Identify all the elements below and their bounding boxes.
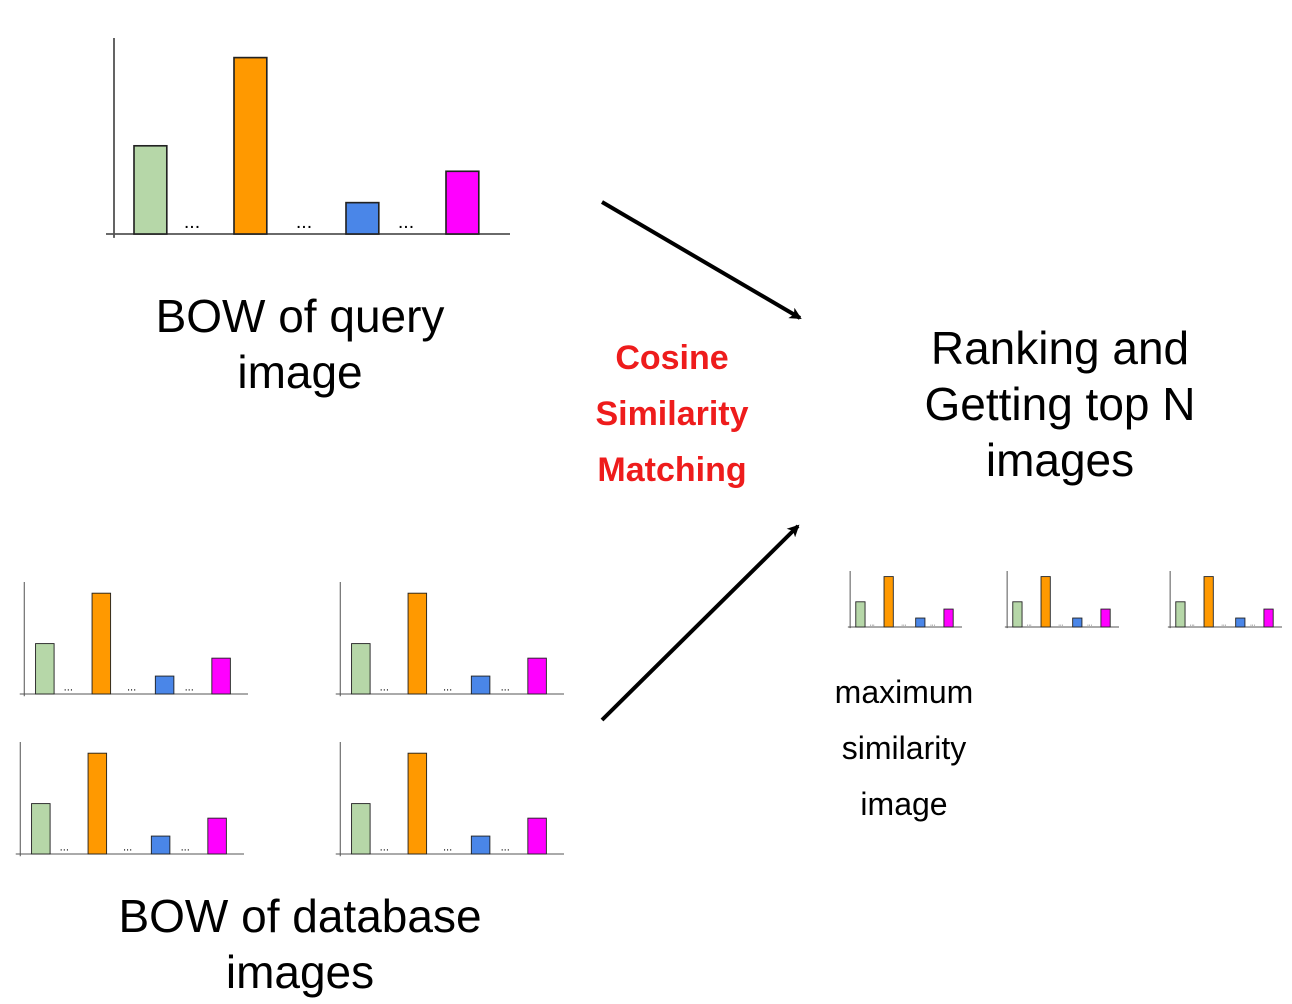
bar-orange (1040, 576, 1051, 628)
bar-magenta (527, 657, 547, 695)
database-bow-label-line-2: images (225, 946, 375, 998)
bar-magenta (943, 608, 954, 628)
ellipsis-2: ... (296, 211, 312, 233)
bar-magenta (1263, 608, 1274, 628)
arrow-query-to-ranking (600, 200, 802, 320)
database-histogram-4: ......... (335, 742, 564, 857)
bar-blue (150, 835, 171, 855)
ellipsis-3: ... (1087, 621, 1092, 627)
bar-orange (407, 752, 428, 855)
bar-orange (91, 592, 112, 695)
ellipsis-3: ... (185, 682, 194, 694)
bar-green (1012, 601, 1023, 628)
bar-green (35, 643, 55, 695)
ellipsis-1: ... (184, 211, 200, 233)
ellipsis-1: ... (64, 682, 73, 694)
ellipsis-2: ... (1058, 621, 1063, 627)
ellipsis-1: ... (1190, 621, 1195, 627)
database-bow-label-line-1: BOW of database (118, 890, 482, 942)
bar-green (31, 803, 51, 855)
bar-orange (883, 576, 894, 628)
cosine-label-line-2: Similarity (595, 395, 749, 433)
bar-green (1175, 601, 1186, 628)
ellipsis-3: ... (930, 621, 935, 627)
query-histogram: ......... (106, 38, 510, 238)
bar-magenta (207, 817, 227, 855)
ranking-label: Ranking and Getting top N images (880, 320, 1240, 488)
bar-orange (233, 56, 268, 235)
ellipsis-2: ... (901, 621, 906, 627)
ellipsis-1: ... (870, 621, 875, 627)
bar-orange (407, 592, 428, 695)
maxsim-label-line-3: image (860, 786, 948, 822)
ellipsis-3: ... (1250, 621, 1255, 627)
bar-blue (470, 675, 491, 695)
ellipsis-2: ... (443, 842, 452, 854)
database-histogram-2: ......... (335, 582, 564, 697)
bar-magenta (445, 170, 480, 235)
bar-green (351, 803, 371, 855)
bar-green (351, 643, 371, 695)
ellipsis-2: ... (127, 682, 136, 694)
bar-orange (1203, 576, 1214, 628)
bar-orange (87, 752, 108, 855)
bar-blue (1235, 617, 1246, 628)
query-bow-label-line-1: BOW of query (155, 290, 445, 342)
cosine-label-line-3: Matching (597, 451, 747, 489)
database-bow-label: BOW of database images (90, 888, 510, 1000)
ellipsis-2: ... (443, 682, 452, 694)
database-histogram-1: ......... (19, 582, 248, 697)
ellipsis-3: ... (398, 211, 414, 233)
bar-magenta (527, 817, 547, 855)
ranking-label-line-3: images (985, 434, 1135, 486)
bar-green (133, 144, 168, 235)
bar-blue (915, 617, 926, 628)
maxsim-label-line-1: maximum (834, 674, 974, 710)
ranking-label-line-2: Getting top N (924, 378, 1196, 430)
max-similarity-label: maximum similarity image (804, 664, 1004, 832)
ellipsis-1: ... (1027, 621, 1032, 627)
ellipsis-1: ... (60, 842, 69, 854)
ellipsis-1: ... (380, 682, 389, 694)
arrow-database-to-ranking (600, 524, 800, 722)
bar-blue (1072, 617, 1083, 628)
result-histogram-2: ......... (1004, 571, 1119, 629)
ellipsis-2: ... (1221, 621, 1226, 627)
bar-blue (154, 675, 175, 695)
ranking-label-line-1: Ranking and (930, 322, 1190, 374)
bar-green (855, 601, 866, 628)
result-histogram-3: ......... (1167, 571, 1282, 629)
result-histogram-1: ......... (847, 571, 962, 629)
bar-magenta (1100, 608, 1111, 628)
maxsim-label-line-2: similarity (841, 730, 967, 766)
query-bow-label: BOW of query image (110, 288, 490, 400)
ellipsis-3: ... (501, 842, 510, 854)
ellipsis-1: ... (380, 842, 389, 854)
bar-magenta (211, 657, 231, 695)
cosine-similarity-label: Cosine Similarity Matching (552, 330, 792, 498)
ellipsis-3: ... (181, 842, 190, 854)
ellipsis-2: ... (123, 842, 132, 854)
query-bow-label-line-2: image (237, 346, 363, 398)
bar-blue (345, 201, 380, 235)
bar-blue (470, 835, 491, 855)
ellipsis-3: ... (501, 682, 510, 694)
database-histogram-3: ......... (15, 742, 244, 857)
cosine-label-line-1: Cosine (615, 339, 729, 377)
